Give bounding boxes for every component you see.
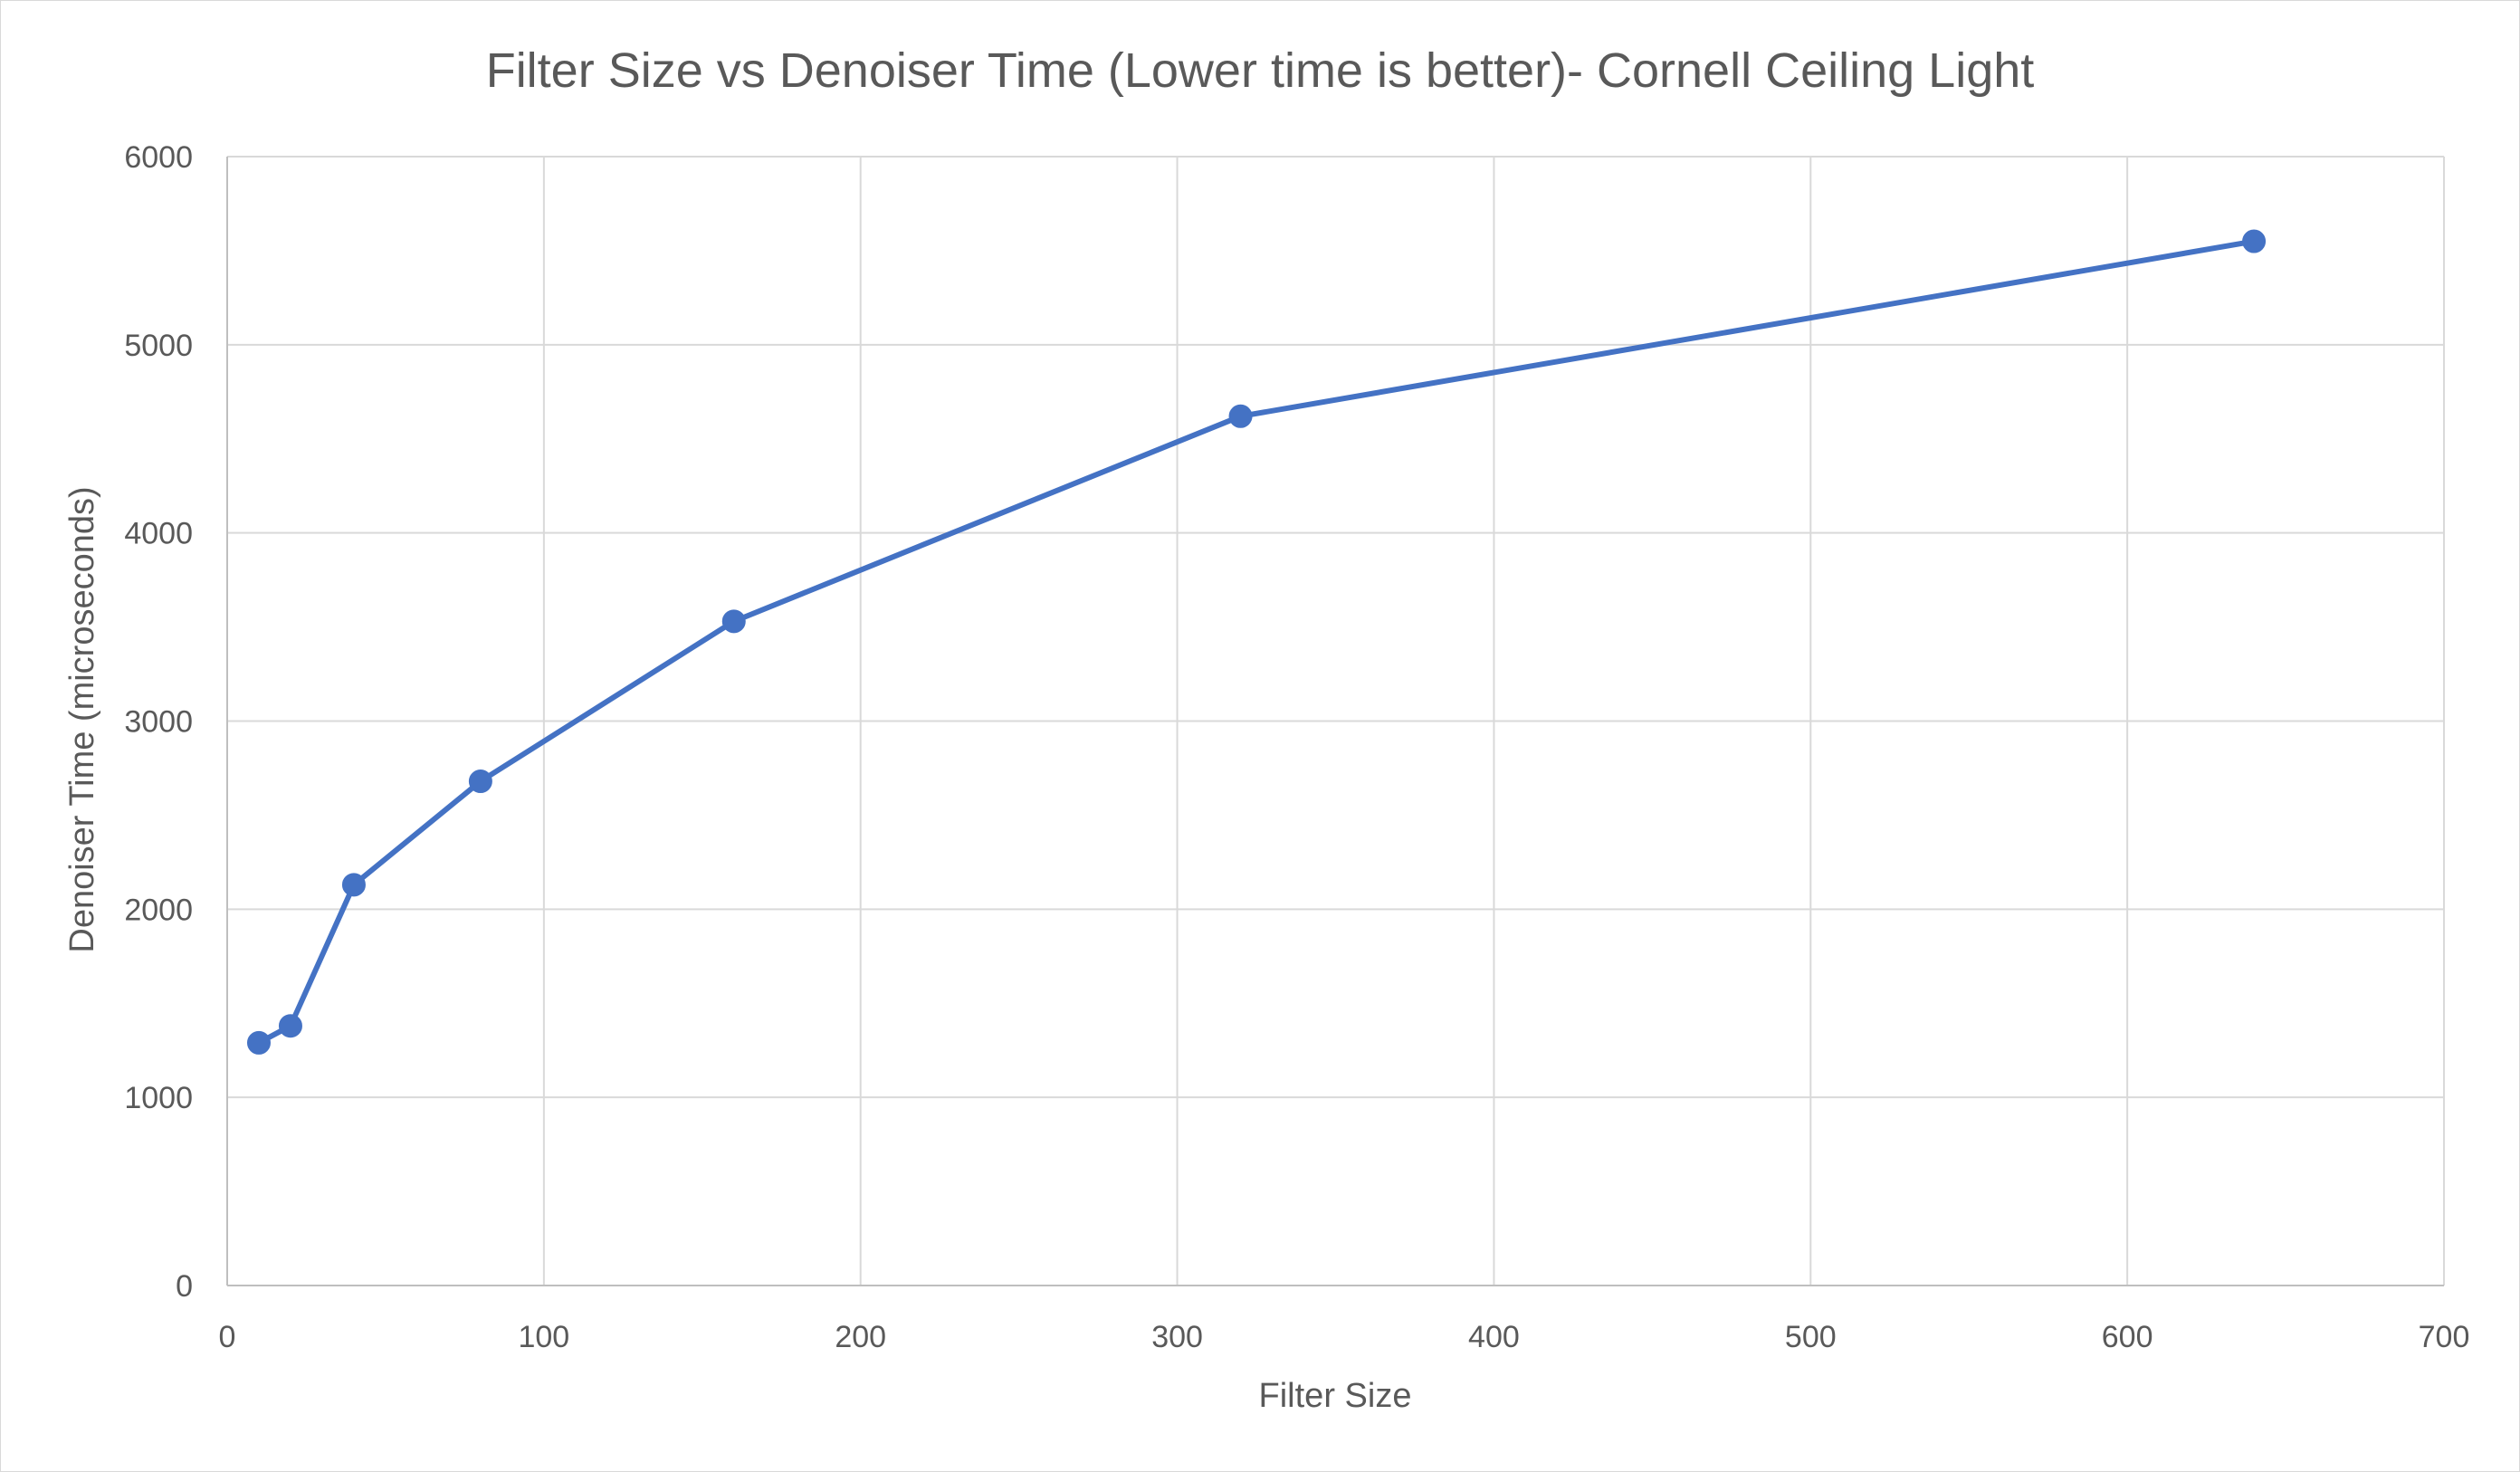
axes — [226, 157, 2444, 1286]
x-tick-label: 300 — [1151, 1320, 1203, 1354]
x-tick-label: 0 — [219, 1320, 236, 1354]
chart-title: Filter Size vs Denoiser Time (Lower time… — [486, 43, 2035, 98]
data-point — [1228, 404, 1253, 428]
y-tick-label: 5000 — [124, 329, 193, 363]
y-tick-label: 6000 — [124, 140, 193, 175]
y-tick-label: 0 — [176, 1269, 193, 1304]
y-tick-label: 4000 — [124, 517, 193, 551]
data-series — [246, 229, 2267, 1055]
data-point — [721, 609, 746, 634]
y-tick-label: 1000 — [124, 1081, 193, 1115]
data-point — [2242, 229, 2267, 253]
data-point — [341, 873, 366, 897]
y-tick-label: 2000 — [124, 893, 193, 927]
data-point — [468, 769, 492, 794]
x-tick-label: 200 — [835, 1320, 886, 1354]
x-tick-label: 600 — [2102, 1320, 2153, 1354]
x-tick-label: 100 — [518, 1320, 569, 1354]
y-tick-label: 3000 — [124, 705, 193, 740]
data-point — [278, 1014, 302, 1038]
data-point — [246, 1030, 271, 1055]
series-line — [255, 238, 2258, 1046]
x-tick-label: 400 — [1468, 1320, 1520, 1354]
x-tick-label: 500 — [1785, 1320, 1837, 1354]
y-axis-title: Denoiser Time (microseconds) — [63, 486, 101, 952]
x-axis-title: Filter Size — [1259, 1377, 1412, 1415]
x-tick-label: 700 — [2419, 1320, 2470, 1354]
gridlines — [227, 156, 2445, 1286]
tick-labels: 0 1000 2000 3000 4000 5000 6000 0 100 200 300 400 50… — [124, 140, 2469, 1354]
